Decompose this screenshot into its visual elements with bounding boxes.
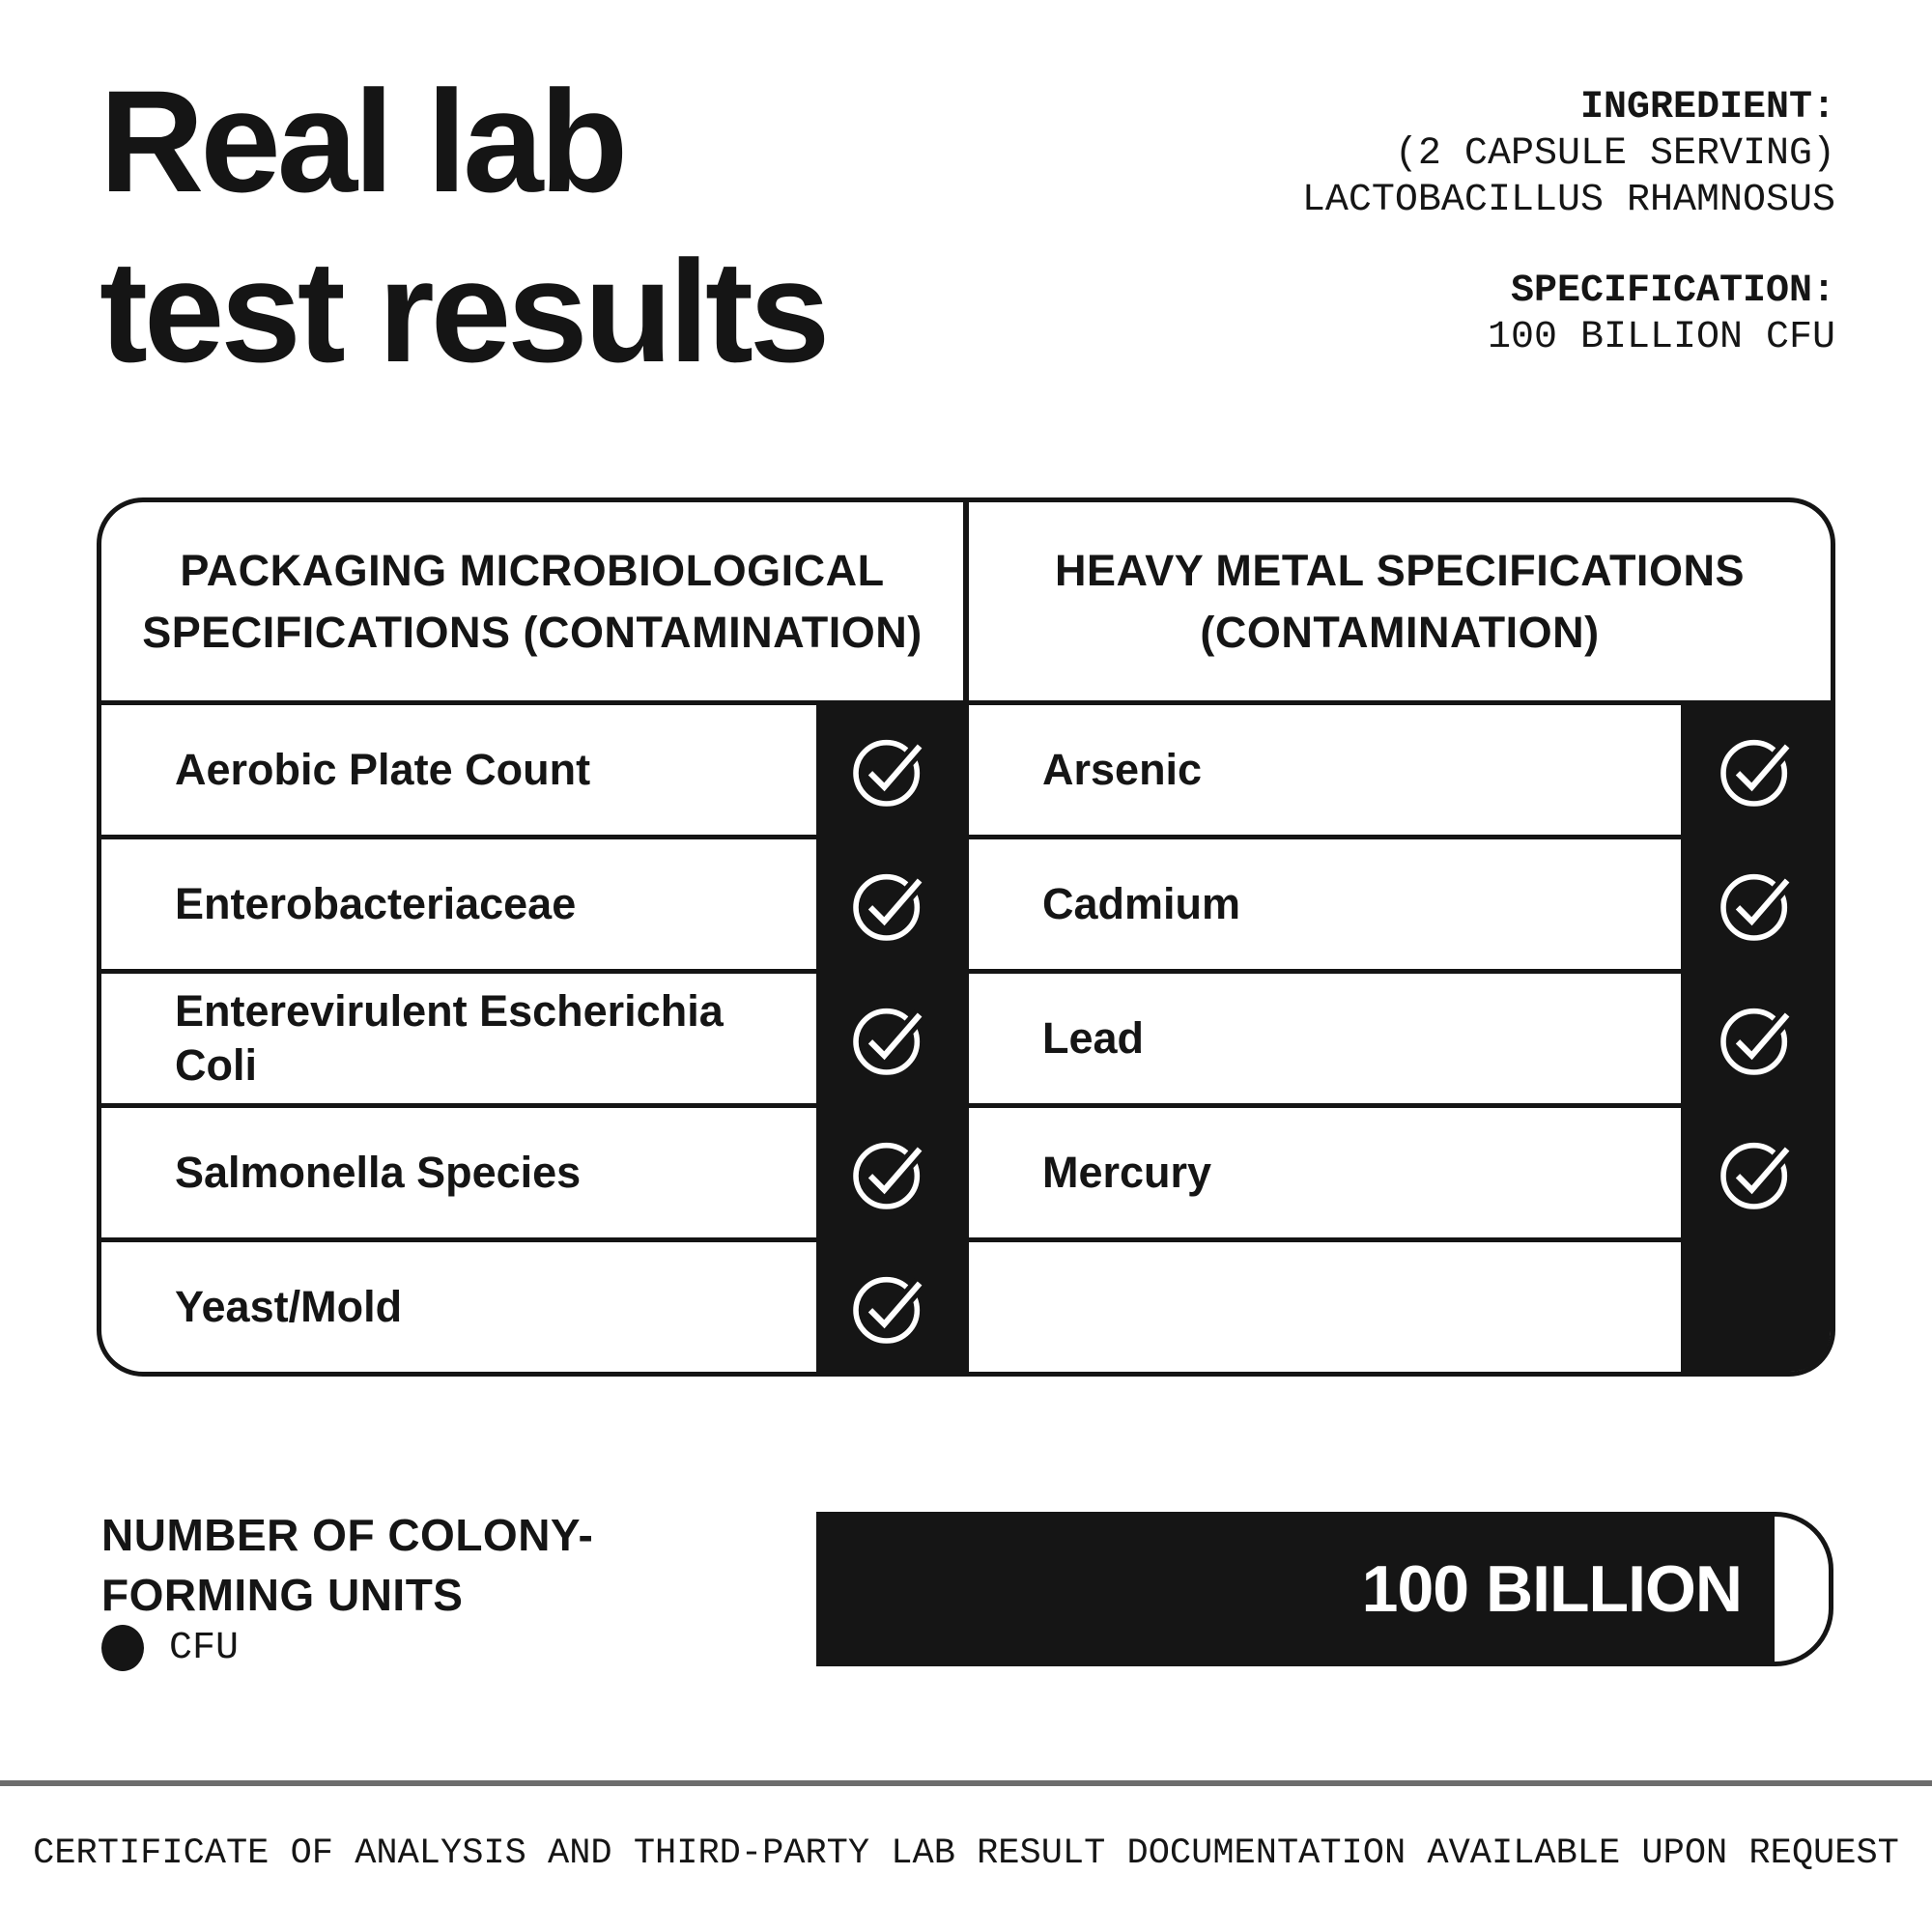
table-row: Enterobacteriaceae (101, 839, 963, 974)
cfu-value-text: 100 BILLION (1361, 1552, 1743, 1626)
heavy-metal-header: HEAVY METAL SPECIFICATIONS (CONTAMINATIO… (1055, 545, 1745, 657)
ingredient-label: INGREDIENT: (1579, 86, 1835, 129)
ingredient-serving: (2 CAPSULE SERVING) (1394, 132, 1835, 176)
heavy-metal-check-strip (1681, 702, 1831, 1372)
page-title-line2: test results (99, 230, 830, 392)
check-circle-icon (1719, 1000, 1796, 1077)
row-label: Enterevirulent Escherichia Coli (175, 986, 724, 1090)
specifications-table: PACKAGING MICROBIOLOGICAL SPECIFICATIONS… (97, 497, 1835, 1377)
table-row: Lead (969, 974, 1831, 1108)
center-divider-line (963, 502, 969, 1372)
row-label: Cadmium (1042, 879, 1241, 928)
check-circle-icon (1719, 866, 1796, 943)
ingredient-name: LACTOBACILLUS RHAMNOSUS (1301, 179, 1835, 222)
cfu-section-label: NUMBER OF COLONY- FORMING UNITS (101, 1505, 593, 1625)
cfu-legend: CFU (101, 1625, 239, 1671)
row-label: Mercury (1042, 1148, 1212, 1197)
check-circle-icon (851, 1000, 928, 1077)
heavy-metal-rows: Arsenic Cadmium Lead Mercury (969, 705, 1831, 1372)
check-circle-icon (851, 1268, 928, 1346)
check-circle-icon (851, 866, 928, 943)
row-label: Lead (1042, 1013, 1145, 1063)
specification-value: 100 BILLION CFU (1487, 316, 1835, 359)
row-label: Salmonella Species (175, 1148, 582, 1197)
footer-note: CERTIFICATE OF ANALYSIS AND THIRD-PARTY … (33, 1833, 1899, 1874)
footer-separator-line (0, 1780, 1932, 1786)
table-row: Arsenic (969, 705, 1831, 839)
table-row: Yeast/Mold (101, 1242, 963, 1372)
check-circle-icon (851, 731, 928, 809)
microbiological-rows: Aerobic Plate Count Enterobacteriaceae E… (101, 705, 963, 1372)
cfu-label-line1: NUMBER OF COLONY- (101, 1510, 594, 1560)
page-title-line1: Real lab (99, 60, 628, 222)
row-label: Yeast/Mold (175, 1282, 403, 1331)
cfu-label-line2: FORMING UNITS (101, 1570, 464, 1620)
table-row: Enterevirulent Escherichia Coli (101, 974, 963, 1108)
table-row: Mercury (969, 1108, 1831, 1242)
cfu-value-fill: 100 BILLION (816, 1512, 1775, 1666)
ingredient-spec-block: INGREDIENT: (2 CAPSULE SERVING) LACTOBAC… (1302, 85, 1835, 361)
table-row: Aerobic Plate Count (101, 705, 963, 839)
row-label: Arsenic (1042, 745, 1203, 794)
row-label: Aerobic Plate Count (175, 745, 591, 794)
microbiological-header: PACKAGING MICROBIOLOGICAL SPECIFICATIONS… (142, 545, 923, 657)
specification-label: SPECIFICATION: (1510, 270, 1835, 313)
cfu-value-bar: 100 BILLION (816, 1512, 1833, 1666)
check-circle-icon (1719, 1134, 1796, 1211)
table-row: Salmonella Species (101, 1108, 963, 1242)
check-circle-icon (851, 1134, 928, 1211)
table-row: Cadmium (969, 839, 1831, 974)
cfu-unit-text: CFU (169, 1626, 240, 1670)
page-title: Real lab test results (99, 56, 1162, 396)
row-label: Enterobacteriaceae (175, 879, 577, 928)
check-circle-icon (1719, 731, 1796, 809)
cfu-dot-icon (101, 1625, 144, 1671)
